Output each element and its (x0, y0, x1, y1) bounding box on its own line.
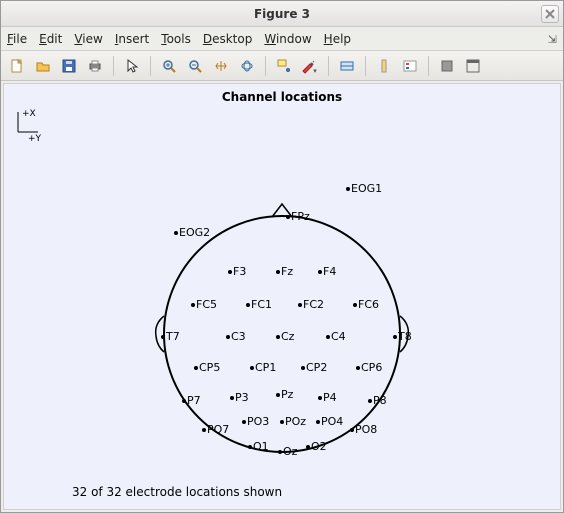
toolbar-separator (428, 56, 429, 76)
close-button[interactable] (541, 5, 559, 23)
channel-f4: F4 (318, 265, 336, 278)
menu-tools[interactable]: Tools (161, 32, 191, 46)
channel-po7: PO7 (202, 423, 229, 436)
menu-insert[interactable]: Insert (115, 32, 149, 46)
menu-view[interactable]: View (74, 32, 102, 46)
channel-eog2: EOG2 (174, 226, 210, 239)
datacursor-button[interactable] (272, 54, 296, 78)
toolbar-separator (328, 56, 329, 76)
figure-window: Figure 3 File Edit View Insert Tools Des… (0, 0, 564, 513)
channel-p7: P7 (182, 394, 201, 407)
channel-eog1: EOG1 (346, 182, 382, 195)
channel-fc6: FC6 (353, 298, 379, 311)
channel-o2: O2 (306, 440, 327, 453)
legend-button[interactable] (398, 54, 422, 78)
menu-help[interactable]: Help (324, 32, 351, 46)
hide-tools-button[interactable] (435, 54, 459, 78)
rotate3d-button[interactable] (235, 54, 259, 78)
menu-desktop[interactable]: Desktop (203, 32, 253, 46)
window-title: Figure 3 (254, 7, 310, 21)
zoom-in-button[interactable] (157, 54, 181, 78)
channel-t7: T7 (161, 330, 180, 343)
channel-f3: F3 (228, 265, 246, 278)
channel-cp1: CP1 (250, 361, 276, 374)
menubar: File Edit View Insert Tools Desktop Wind… (1, 27, 563, 51)
titlebar: Figure 3 (1, 1, 563, 27)
channel-cp5: CP5 (194, 361, 220, 374)
save-button[interactable] (57, 54, 81, 78)
open-button[interactable] (31, 54, 55, 78)
menubar-chevron-icon[interactable]: ⇲ (548, 33, 557, 46)
channel-po4: PO4 (316, 415, 343, 428)
menu-edit[interactable]: Edit (39, 32, 62, 46)
pan-button[interactable] (209, 54, 233, 78)
channel-t8: T8 (393, 330, 412, 343)
brush-button[interactable]: ▾ (298, 54, 322, 78)
toolbar-separator (365, 56, 366, 76)
pointer-button[interactable] (120, 54, 144, 78)
dock-button[interactable] (461, 54, 485, 78)
channel-poz: POz (280, 415, 306, 428)
channel-fpz: FPz (286, 210, 310, 223)
print-button[interactable] (83, 54, 107, 78)
colorbar-button[interactable] (372, 54, 396, 78)
toolbar-separator (113, 56, 114, 76)
channel-pz: Pz (276, 388, 293, 401)
channel-p3: P3 (230, 391, 249, 404)
channel-fc2: FC2 (298, 298, 324, 311)
toolbar-separator (265, 56, 266, 76)
channel-cp2: CP2 (301, 361, 327, 374)
new-figure-button[interactable] (5, 54, 29, 78)
menu-window[interactable]: Window (264, 32, 311, 46)
link-button[interactable] (335, 54, 359, 78)
channel-c4: C4 (326, 330, 346, 343)
channel-p8: P8 (368, 394, 387, 407)
figure-canvas[interactable]: Channel locations +X +Y EOG1EOG2FPzF3FzF… (3, 83, 561, 510)
channel-fc5: FC5 (191, 298, 217, 311)
channel-cz: Cz (276, 330, 294, 343)
channel-o1: O1 (248, 440, 269, 453)
toolbar: ▾ (1, 51, 563, 81)
channel-cp6: CP6 (356, 361, 382, 374)
footer-text: 32 of 32 electrode locations shown (72, 485, 282, 499)
channel-p4: P4 (318, 391, 337, 404)
channel-fc1: FC1 (246, 298, 272, 311)
channel-c3: C3 (226, 330, 246, 343)
channel-po3: PO3 (242, 415, 269, 428)
zoom-out-button[interactable] (183, 54, 207, 78)
channel-po8: PO8 (350, 423, 377, 436)
channel-oz: Oz (278, 445, 297, 458)
channel-fz: Fz (276, 265, 293, 278)
menu-file[interactable]: File (7, 32, 27, 46)
toolbar-separator (150, 56, 151, 76)
